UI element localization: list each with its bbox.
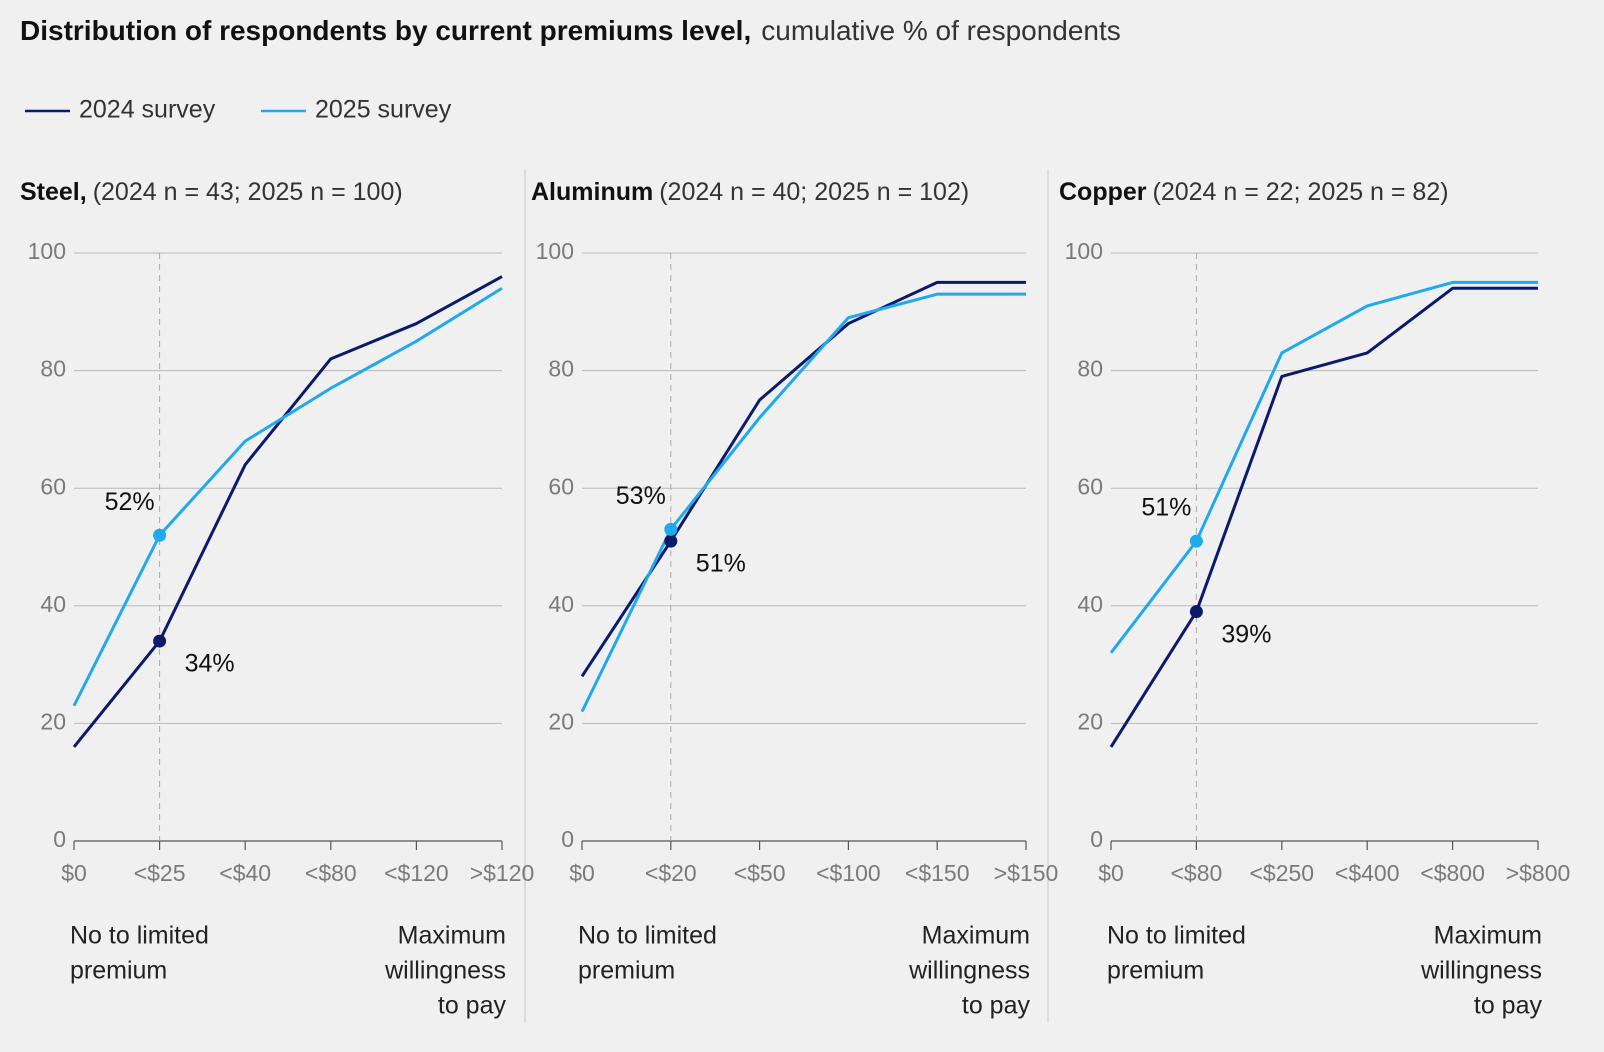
series-line (72, 275, 503, 748)
note-right: Maximum (1434, 922, 1542, 950)
x-tick-label: <$80 (1170, 860, 1222, 886)
y-tick-label: 40 (1077, 591, 1103, 617)
x-tick-label: <$800 (1420, 860, 1485, 886)
point-marker (153, 528, 167, 542)
page-title-text: Distribution of respondents by current p… (20, 15, 751, 46)
y-tick-label: 100 (536, 238, 574, 264)
x-tick-label: <$20 (645, 860, 697, 886)
note-left: No to limited (578, 922, 717, 950)
x-tick-label: <$120 (384, 860, 449, 886)
data-label: 34% (185, 650, 235, 678)
y-tick-label: 60 (40, 473, 66, 499)
series-line (1109, 286, 1538, 748)
note-left: premium (1107, 957, 1204, 985)
y-tick-label: 100 (1065, 238, 1103, 264)
x-tick-label: <$400 (1335, 860, 1400, 886)
note-left: premium (578, 957, 675, 985)
panel-subtitle: (2024 n = 40; 2025 n = 102) (659, 178, 969, 206)
x-tick-label: >$150 (994, 860, 1059, 886)
x-tick-label: $0 (569, 860, 595, 886)
x-tick-label: <$80 (305, 860, 357, 886)
series-line (580, 280, 1026, 678)
note-right: willingness (908, 957, 1030, 985)
note-right: willingness (1420, 957, 1542, 985)
panel-title-name: Copper (1059, 178, 1147, 206)
data-label: 51% (696, 550, 746, 578)
x-tick-label: $0 (1098, 860, 1124, 886)
y-tick-label: 40 (548, 591, 574, 617)
y-tick-label: 20 (40, 708, 66, 734)
legend-label: 2024 survey (79, 96, 216, 124)
x-tick-label: <$40 (219, 860, 271, 886)
series-line (72, 287, 503, 707)
panel-title-name: Steel, (20, 178, 87, 206)
data-label: 39% (1221, 620, 1271, 648)
note-left: premium (70, 957, 167, 985)
panel-title: Steel, (2024 n = 43; 2025 n = 100) (20, 178, 403, 206)
y-tick-label: 20 (1077, 708, 1103, 734)
x-tick-label: <$25 (134, 860, 186, 886)
panel-subtitle: (2024 n = 22; 2025 n = 82) (1153, 178, 1449, 206)
point-marker (153, 634, 167, 648)
x-tick-label: <$250 (1249, 860, 1314, 886)
y-tick-label: 40 (40, 591, 66, 617)
page-subtitle: cumulative % of respondents (761, 15, 1121, 46)
y-tick-label: 60 (1077, 473, 1103, 499)
panel-subtitle: (2024 n = 43; 2025 n = 100) (93, 178, 403, 206)
y-tick-label: 80 (40, 356, 66, 382)
point-marker (664, 534, 678, 548)
x-tick-label: <$150 (905, 860, 970, 886)
point-marker (1189, 534, 1203, 548)
note-right: Maximum (922, 922, 1030, 950)
note-right: willingness (384, 957, 506, 985)
panel-title-name: Aluminum (531, 178, 653, 206)
data-label: 51% (1141, 494, 1191, 522)
note-left: No to limited (1107, 922, 1246, 950)
page-title: Distribution of respondents by current p… (20, 15, 1121, 46)
series-line (580, 292, 1026, 713)
x-tick-label: >$800 (1506, 860, 1571, 886)
x-tick-label: $0 (61, 860, 87, 886)
legend-label: 2025 survey (315, 96, 452, 124)
note-right: Maximum (398, 922, 506, 950)
x-tick-label: <$100 (816, 860, 881, 886)
y-tick-label: 80 (548, 356, 574, 382)
note-right: to pay (1474, 992, 1543, 1020)
note-right: to pay (962, 992, 1031, 1020)
y-tick-label: 80 (1077, 356, 1103, 382)
y-tick-label: 20 (548, 708, 574, 734)
y-tick-label: 0 (53, 826, 66, 852)
point-marker (664, 522, 678, 536)
y-tick-label: 100 (28, 238, 66, 264)
series-line (1109, 280, 1538, 654)
point-marker (1189, 605, 1203, 619)
y-tick-label: 0 (1090, 826, 1103, 852)
x-tick-label: >$120 (470, 860, 535, 886)
y-tick-label: 0 (561, 826, 574, 852)
panel-title: Copper (2024 n = 22; 2025 n = 82) (1059, 178, 1449, 206)
data-label: 53% (616, 482, 666, 510)
y-tick-label: 60 (548, 473, 574, 499)
x-tick-label: <$50 (734, 860, 786, 886)
panel-title: Aluminum (2024 n = 40; 2025 n = 102) (531, 178, 969, 206)
data-label: 52% (105, 488, 155, 516)
note-right: to pay (438, 992, 507, 1020)
note-left: No to limited (70, 922, 209, 950)
